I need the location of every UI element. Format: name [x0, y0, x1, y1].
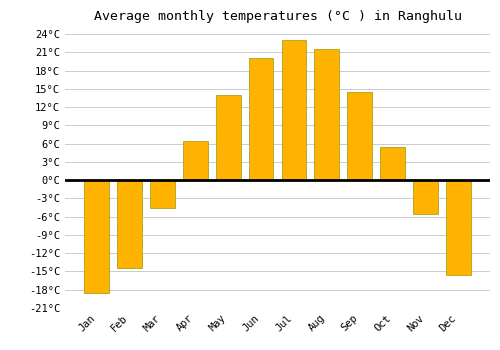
Bar [150, 180, 174, 208]
Bar [446, 180, 470, 274]
Bar [117, 180, 142, 268]
Bar [380, 147, 405, 180]
Bar [84, 180, 109, 293]
Bar [348, 92, 372, 180]
Bar [282, 40, 306, 180]
Bar [314, 49, 339, 180]
Bar [248, 58, 274, 180]
Bar [183, 141, 208, 180]
Bar [413, 180, 438, 214]
Title: Average monthly temperatures (°C ) in Ranghulu: Average monthly temperatures (°C ) in Ra… [94, 10, 462, 23]
Bar [216, 95, 240, 180]
